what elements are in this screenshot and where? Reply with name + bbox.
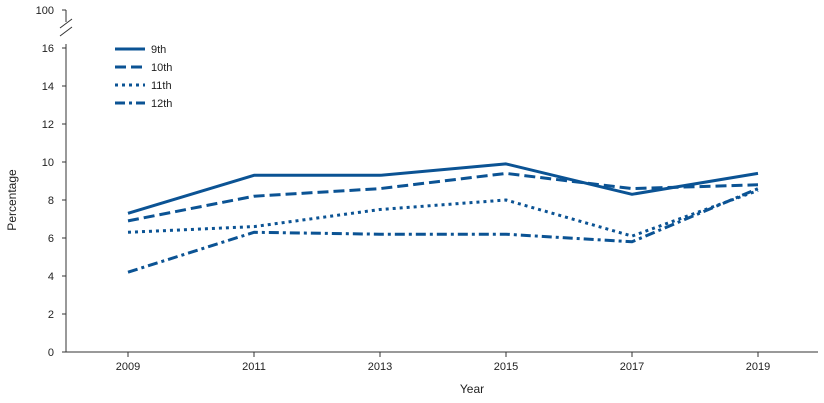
y-tick-label: 12: [42, 119, 54, 131]
x-tick-label: 2015: [494, 361, 518, 373]
y-axis-title: Percentage: [5, 169, 19, 231]
x-tick-label: 2013: [368, 361, 392, 373]
y-tick-label: 14: [42, 81, 54, 93]
y-tick-label: 0: [48, 347, 54, 359]
y-tick-label: 2: [48, 309, 54, 321]
y-tick-label: 6: [48, 233, 54, 245]
y-tick-label: 100: [36, 5, 54, 17]
series-line-12th: [127, 187, 759, 274]
x-tick-label: 2017: [620, 361, 644, 373]
y-tick-label: 8: [48, 195, 54, 207]
legend-label-9th: 9th: [151, 44, 166, 56]
y-axis-break-mark: [59, 18, 73, 29]
x-axis-title: Year: [460, 382, 484, 396]
x-tick-label: 2011: [242, 361, 266, 373]
chart-axes: 0 2 4 6 8 10 12 14 16 100 2009 2011 2013 2015 2017 2019: [36, 5, 818, 373]
chart-legend: 9th 10th 11th 12th: [115, 44, 172, 110]
x-tick-label: 2019: [746, 361, 770, 373]
y-tick-label: 4: [48, 271, 54, 283]
x-tick-label: 2009: [116, 361, 140, 373]
chart-series-lines: [127, 162, 759, 274]
legend-label-11th: 11th: [151, 80, 172, 92]
legend-label-10th: 10th: [151, 62, 172, 74]
series-line-9th: [127, 162, 759, 215]
series-line-11th: [127, 189, 759, 238]
legend-label-12th: 12th: [151, 98, 172, 110]
series-line-10th: [127, 171, 759, 223]
y-tick-label: 10: [42, 157, 54, 169]
y-axis-break-mark: [59, 26, 73, 37]
y-tick-label: 16: [42, 43, 54, 55]
